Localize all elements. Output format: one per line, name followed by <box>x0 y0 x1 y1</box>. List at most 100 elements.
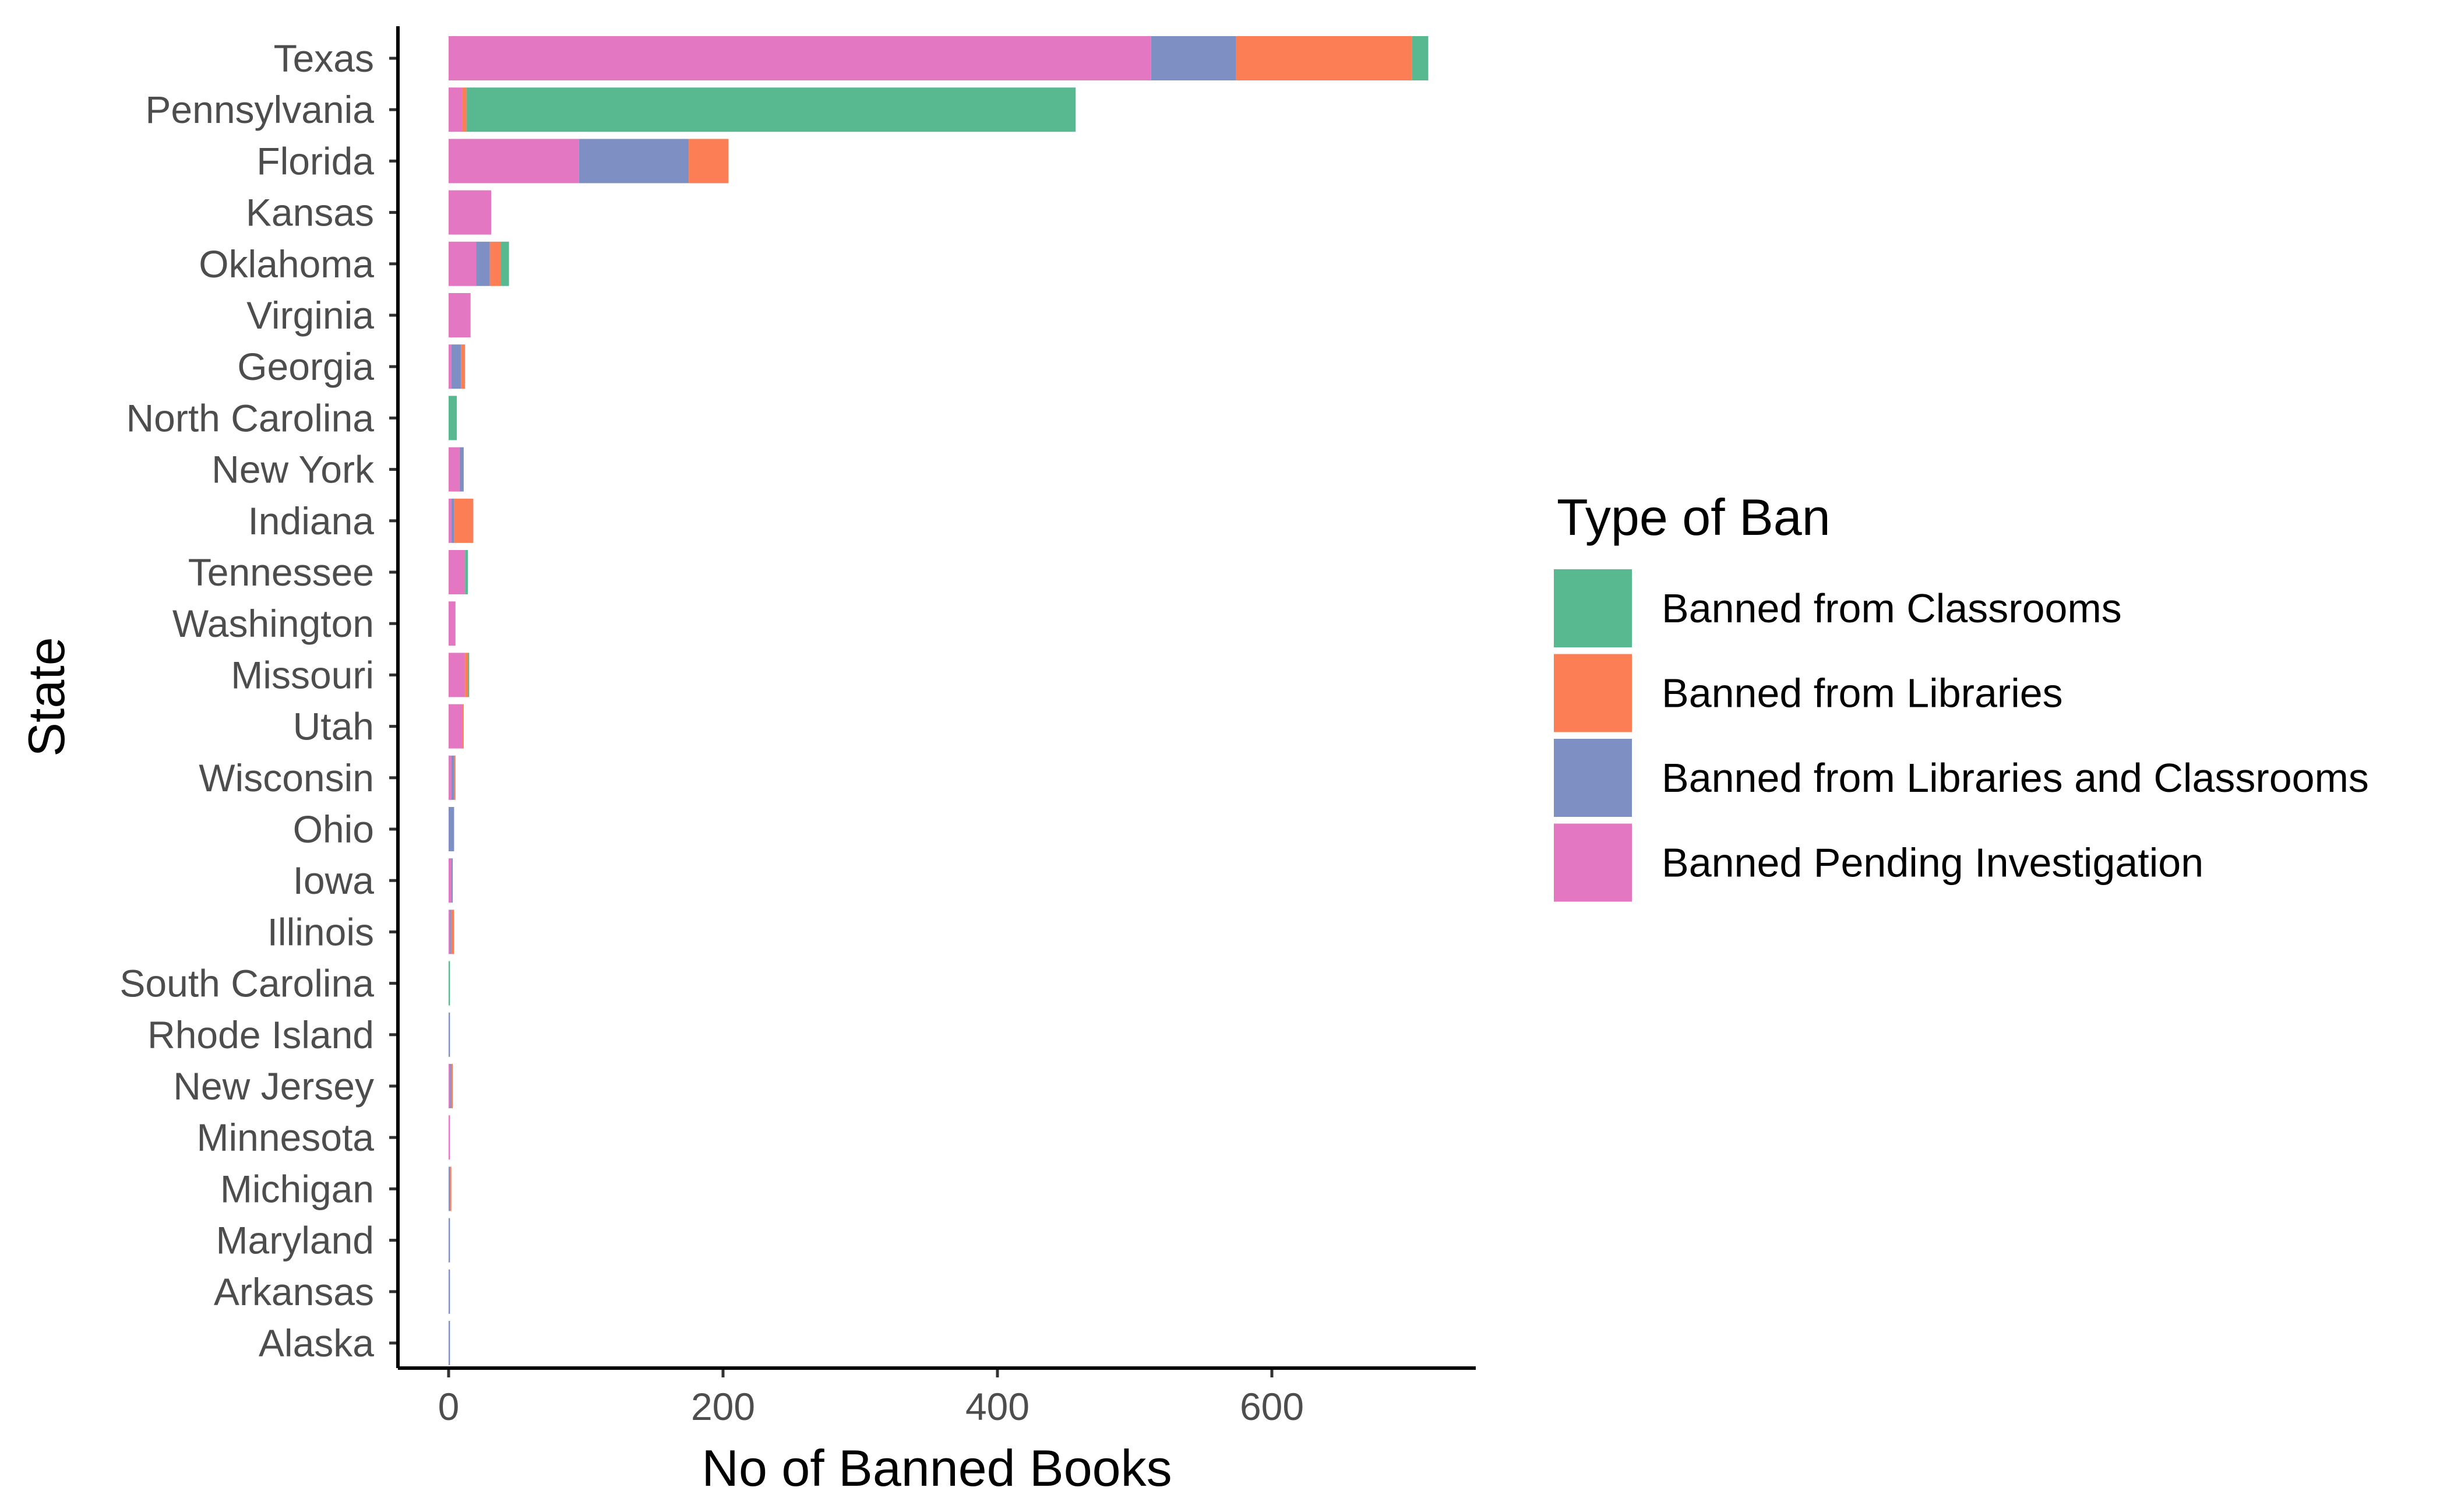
bar-segment <box>450 910 452 954</box>
bar-segment <box>449 1269 450 1314</box>
y-axis-title: State <box>17 637 75 756</box>
bar-segment <box>449 498 452 543</box>
bar-segment <box>579 139 689 184</box>
bar-segment <box>451 498 454 543</box>
bar-segment <box>465 550 468 594</box>
bar-segment <box>451 1064 453 1108</box>
y-tick-label: Ohio <box>293 808 374 851</box>
bar-segment <box>462 87 467 132</box>
legend-label: Banned Pending Investigation <box>1662 840 2203 886</box>
y-tick-label: Indiana <box>248 499 374 542</box>
bar-segment <box>467 653 470 697</box>
bar-segment <box>462 704 464 749</box>
bars-layer <box>449 36 1429 1365</box>
y-tick-label: Oklahoma <box>199 242 374 286</box>
x-tick-label: 600 <box>1240 1385 1304 1428</box>
bar-segment <box>449 139 579 184</box>
bar-segment <box>449 1218 450 1263</box>
bar-segment <box>449 447 460 492</box>
y-tick-label: Rhode Island <box>147 1013 374 1056</box>
bar-segment <box>451 755 454 800</box>
y-tick-label: Pennsylvania <box>145 88 374 131</box>
y-tick-label: Illinois <box>267 910 374 953</box>
legend-title: Type of Ban <box>1557 488 1831 546</box>
bar-segment <box>451 910 454 954</box>
bar-segment <box>449 910 450 954</box>
bar-segment <box>450 1166 452 1211</box>
bar-segment <box>689 139 729 184</box>
y-tick-label: New York <box>211 448 375 491</box>
y-tick-label: Florida <box>256 139 374 182</box>
legend-key <box>1554 823 1632 902</box>
bar-segment <box>449 755 452 800</box>
y-tick-label: Kansas <box>246 191 374 234</box>
bar-segment <box>451 344 461 389</box>
bar-segment <box>451 858 453 903</box>
bar-segment <box>500 241 509 286</box>
y-tick-label: Alaska <box>259 1321 374 1365</box>
y-tick-label: Michigan <box>220 1167 374 1210</box>
legend-key <box>1554 569 1632 647</box>
legend-key <box>1554 739 1632 817</box>
bar-segment <box>449 344 452 389</box>
y-tick-label: Utah <box>293 705 374 748</box>
bar-segment <box>1412 36 1429 80</box>
bar-segment <box>449 1166 450 1211</box>
bar-segment <box>449 1064 450 1108</box>
x-tick-label: 200 <box>691 1385 755 1428</box>
bar-segment <box>449 1012 450 1057</box>
bar-segment <box>1151 36 1236 80</box>
bar-segment <box>465 653 468 697</box>
bar-segment <box>450 1064 452 1108</box>
bar-segment <box>449 241 477 286</box>
bar-segment <box>454 755 456 800</box>
y-tick-label: Missouri <box>231 653 374 696</box>
legend-label: Banned from Classrooms <box>1662 586 2122 631</box>
bar-segment <box>449 961 450 1006</box>
bar-segment <box>449 550 466 594</box>
bar-segment <box>489 241 501 286</box>
y-tick-label: New Jersey <box>173 1065 374 1108</box>
legend-key <box>1554 654 1632 732</box>
bar-segment <box>449 396 457 440</box>
legend: Type of Ban Banned from Classrooms Banned… <box>1554 488 2369 902</box>
y-tick-label: Virginia <box>246 294 374 337</box>
y-tick-label: Texas <box>274 37 374 80</box>
y-tick-label: Maryland <box>216 1219 374 1262</box>
legend-label: Banned from Libraries <box>1662 671 2063 716</box>
y-axis-ticks: Texas Pennsylvania Florida Kansas Oklahoma Vi… <box>119 37 398 1365</box>
bar-segment <box>449 653 466 697</box>
y-tick-label: North Carolina <box>126 396 374 439</box>
x-tick-label: 0 <box>438 1385 460 1428</box>
x-axis-title: No of Banned Books <box>701 1439 1172 1497</box>
bar-segment <box>449 858 452 903</box>
y-tick-label: Arkansas <box>214 1270 374 1313</box>
y-tick-label: South Carolina <box>119 962 374 1005</box>
y-tick-label: Wisconsin <box>199 756 374 799</box>
y-tick-label: Tennessee <box>188 551 374 594</box>
bar-segment <box>449 1115 450 1160</box>
y-tick-label: Georgia <box>237 345 374 388</box>
x-tick-label: 400 <box>965 1385 1029 1428</box>
x-axis-ticks: 0 200 400 600 <box>438 1368 1304 1428</box>
y-tick-label: Iowa <box>293 859 375 902</box>
bar-segment <box>454 498 474 543</box>
bar-segment <box>466 87 1076 132</box>
bar-segment <box>449 704 463 749</box>
bar-segment <box>449 190 492 235</box>
bar-segment <box>449 293 471 337</box>
bar-segment <box>461 344 466 389</box>
bar-segment <box>449 807 454 851</box>
y-tick-label: Minnesota <box>196 1116 374 1159</box>
legend-label: Banned from Libraries and Classrooms <box>1662 755 2369 801</box>
bar-segment <box>449 87 463 132</box>
bar-segment <box>449 1321 450 1365</box>
bar-segment <box>459 447 464 492</box>
bar-segment <box>449 36 1151 80</box>
bar-segment <box>1236 36 1412 80</box>
bar-segment <box>476 241 490 286</box>
bar-segment <box>449 601 456 646</box>
y-tick-label: Washington <box>172 602 374 645</box>
